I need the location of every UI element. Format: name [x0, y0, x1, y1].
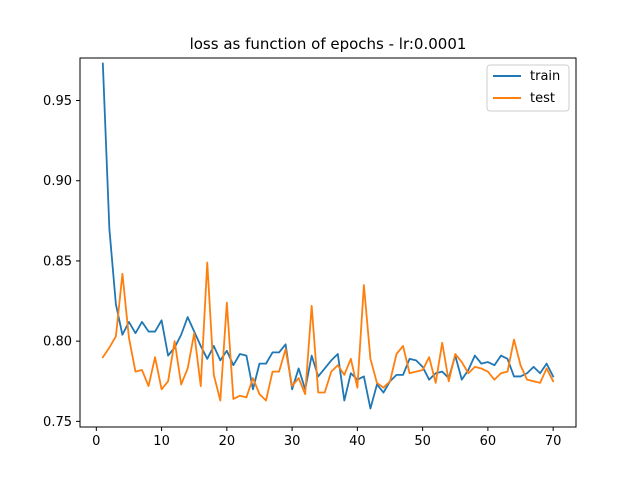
legend-label-test: test: [530, 91, 555, 106]
y-tick-label: 0.85: [43, 254, 72, 269]
x-tick-label: 10: [153, 434, 170, 449]
chart-title: loss as function of epochs - lr:0.0001: [190, 35, 467, 53]
axes-frame: [79, 57, 577, 428]
y-tick-label: 0.75: [43, 415, 72, 430]
x-tick-label: 70: [545, 434, 562, 449]
x-tick-label: 0: [92, 434, 100, 449]
x-tick-label: 20: [219, 434, 236, 449]
plot-area: [79, 57, 577, 428]
y-axis: 0.75 0.80 0.85 0.90 0.95: [43, 94, 80, 430]
series-line-train: [101, 62, 555, 410]
y-tick-label: 0.80: [43, 335, 72, 350]
x-axis: 0 10 20 30 40 50 60 70: [92, 427, 561, 449]
series-layer: [101, 62, 555, 410]
series-line-test: [101, 261, 555, 402]
x-tick-label: 60: [480, 434, 497, 449]
legend-label-train: train: [530, 69, 560, 84]
x-tick-label: 30: [284, 434, 301, 449]
x-tick-label: 40: [349, 434, 366, 449]
y-tick-label: 0.90: [43, 174, 72, 189]
x-tick-label: 50: [414, 434, 431, 449]
y-tick-label: 0.95: [43, 94, 72, 109]
legend: train test: [486, 64, 570, 112]
